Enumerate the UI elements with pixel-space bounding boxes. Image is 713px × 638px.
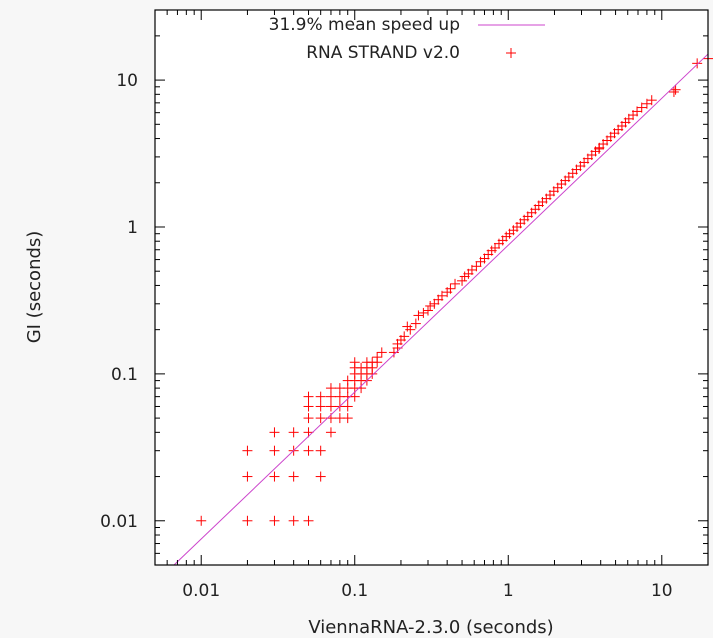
data-point [372,352,383,363]
y-tick-label: 0.01 [100,512,138,532]
data-point [342,401,353,412]
legend-swatch-rnastrand [506,48,516,58]
data-point [450,278,461,289]
data-point [325,427,336,438]
data-point [288,471,299,482]
data-point [670,84,681,95]
legend: 31.9% mean speed up RNA STRAND v2.0 [269,15,545,63]
data-point [325,401,336,412]
data-point [376,347,387,358]
data-point [349,357,360,368]
data-point [418,307,429,318]
data-point [594,143,605,154]
data-point [242,471,253,482]
data-point [457,275,468,286]
data-point [288,515,299,526]
data-point [269,515,280,526]
data-point [303,445,314,456]
plot-frame [154,9,709,566]
data-point [242,515,253,526]
x-tick-label: 1 [503,581,514,601]
data-point [422,305,433,316]
data-point [303,391,314,402]
y-tick-label: 10 [116,71,138,91]
data-point [315,413,326,424]
data-point [342,413,353,424]
data-point [325,383,336,394]
data-point [269,427,280,438]
data-point [196,515,207,526]
plot-area [155,10,708,565]
data-point [315,471,326,482]
data-point [315,391,326,402]
data-point [425,300,436,311]
x-tick-label: 0.1 [341,581,368,601]
data-point [632,106,643,117]
legend-label-rnastrand: RNA STRAND v2.0 [306,43,460,63]
data-point [436,290,447,301]
x-axis-label: ViennaRNA-2.3.0 (seconds) [308,617,553,638]
y-axis-label: GI (seconds) [24,231,45,344]
data-point [636,102,647,113]
x-tick-label: 10 [651,581,673,601]
axis-ticks: 0.01 0.1 1 10 0.01 0.1 1 10 [100,10,708,601]
data-point [646,95,657,106]
data-point [269,471,280,482]
data-point [471,261,482,272]
data-point [269,445,280,456]
data-point [490,242,501,253]
data-point [445,283,456,294]
data-point [402,321,413,332]
data-point [692,58,703,69]
chart-marks [196,53,713,526]
data-point [303,413,314,424]
data-point [303,515,314,526]
data-point [303,401,314,412]
data-point [413,310,424,321]
legend-label-speedup: 31.9% mean speed up [269,15,460,35]
x-tick-label: 0.01 [182,581,220,601]
data-point [288,427,299,438]
data-point [668,86,679,97]
y-tick-label: 1 [127,218,138,238]
y-tick-label: 0.1 [111,365,138,385]
data-point [315,445,326,456]
data-point [349,391,360,402]
data-point [315,401,326,412]
speedup-line [173,53,709,566]
data-point [325,391,336,402]
data-point [410,318,421,329]
data-point [399,331,410,342]
data-point [429,298,440,309]
data-point [242,445,253,456]
